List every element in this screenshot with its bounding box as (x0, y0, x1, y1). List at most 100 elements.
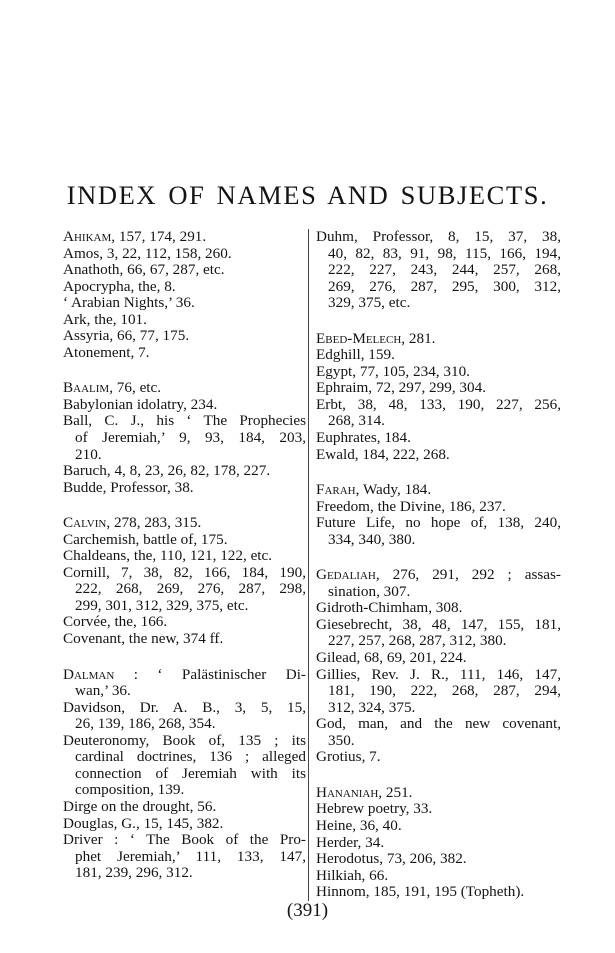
index-entry-line: Heine, 36, 40. (316, 817, 561, 835)
index-entry-line: Euphrates, 184. (316, 429, 561, 447)
index-entry: Atonement, 7. (63, 344, 306, 362)
index-entry-line: 26, 139, 186, 268, 354. (63, 715, 306, 733)
index-entry-line: Grotius, 7. (316, 749, 561, 766)
index-entry-line: 210. (63, 446, 306, 464)
index-entry: Douglas, G., 15, 145, 382. (63, 814, 306, 833)
index-entry-line: Dirge on the drought, 56. (63, 798, 306, 816)
index-entry-line: Freedom, the Divine, 186, 237. (316, 498, 561, 516)
index-entry-text: God, man, and the new covenant, (316, 715, 561, 733)
index-entry-text: Ewald, 184, 222, 268. (316, 445, 450, 463)
index-entry-text: Deuteronomy, Book of, 135 ; its (63, 731, 306, 749)
index-entry: Freedom, the Divine, 186, 237. (316, 498, 561, 516)
index-entry-line: Herder, 34. (316, 834, 561, 852)
index-entry-line: God, man, and the new covenant, (316, 715, 561, 733)
index-entry-line: Duhm, Professor, 8, 15, 37, 38, (316, 228, 561, 246)
index-entry: Gidroth-Chimham, 308. (316, 600, 561, 617)
index-entry: Baalim, 76, etc. (63, 380, 306, 397)
index-heading-word: Hananiah (316, 783, 379, 801)
index-entry-text: , 276, 291, 292 ; assas- (375, 566, 561, 584)
index-entry: Farah, Wady, 184. (316, 481, 561, 499)
index-entry-line: Driver : ‘ The Book of the Pro- (63, 831, 306, 849)
index-entry-text: 312, 324, 375. (328, 698, 416, 716)
index-entry-line: Dalman : ‘ Palästinischer Di- (63, 666, 306, 684)
index-heading-word: Ahikam (63, 228, 112, 245)
index-entry: Hananiah, 251. (316, 783, 561, 802)
index-entry-line: Future Life, no hope of, 138, 240, (316, 514, 561, 532)
index-entry-line: wan,’ 36. (63, 682, 306, 700)
index-heading-word: Baalim (63, 379, 110, 397)
index-entry-line: Ebed-Melech, 281. (316, 329, 561, 348)
index-entry-line: Gilead, 68, 69, 201, 224. (316, 649, 561, 667)
index-entry: Corvée, the, 166. (63, 614, 306, 631)
index-entry-text: 334, 340, 380. (328, 530, 416, 548)
index-entry-line: Carchemish, battle of, 175. (63, 531, 306, 549)
index-entry-text: , 278, 283, 315. (106, 514, 202, 532)
index-entry-line: Giesebrecht, 38, 48, 147, 155, 181, (316, 616, 561, 634)
index-entry-line: Anathoth, 66, 67, 287, etc. (63, 261, 306, 279)
index-entry: Ebed-Melech, 281. (316, 329, 561, 348)
index-entry: Ewald, 184, 222, 268. (316, 445, 561, 464)
index-entry-line: Gedaliah, 276, 291, 292 ; assas- (316, 567, 561, 584)
index-entry: Gillies, Rev. J. R., 111, 146, 147, 181, … (316, 666, 561, 717)
index-entry-text: Ark, the, 101. (63, 310, 147, 328)
index-entry: Duhm, Professor, 8, 15, 37, 38, 40, 82, 8… (316, 228, 561, 312)
index-entry-text: Amos, 3, 22, 112, 158, 260. (63, 244, 232, 262)
index-entry-text: ‘ Arabian Nights,’ 36. (63, 294, 195, 312)
index-entry: Assyria, 66, 77, 175. (63, 328, 306, 345)
index-entry: Dalman : ‘ Palästinischer Di-wan,’ 36. (63, 666, 306, 700)
index-entry-text: Douglas, G., 15, 145, 382. (63, 814, 224, 832)
index-letter-group: Dalman : ‘ Palästinischer Di-wan,’ 36. Da… (63, 666, 306, 882)
index-entry-line: Erbt, 38, 48, 133, 190, 227, 256, (316, 396, 561, 414)
index-entry-line: 268, 314. (316, 413, 561, 430)
index-entry: Euphrates, 184. (316, 429, 561, 447)
index-entry-line: Farah, Wady, 184. (316, 481, 561, 499)
index-entry-text: Babylonian idolatry, 234. (63, 395, 218, 413)
index-heading-word: Calvin (63, 514, 107, 532)
index-entry-line: 269, 276, 287, 295, 300, 312, (316, 277, 561, 296)
index-entry-text: Covenant, the new, 374 ff. (63, 630, 224, 648)
index-entry-text: Davidson, Dr. A. B., 3, 5, 15, (63, 698, 306, 716)
index-entry-line: connection of Jeremiah with its (63, 765, 306, 783)
index-entry-text: Corvée, the, 166. (63, 613, 168, 631)
index-entry-line: Calvin, 278, 283, 315. (63, 514, 306, 532)
index-letter-group: Calvin, 278, 283, 315. Carchemish, battle… (63, 514, 306, 648)
page-title: INDEX OF NAMES AND SUBJECTS. (66, 180, 549, 210)
index-entry-text: 329, 375, etc. (328, 294, 411, 312)
index-entry: Babylonian idolatry, 234. (63, 395, 306, 414)
index-entry-text: , 251. (378, 783, 413, 801)
index-entry-text: Edghill, 159. (316, 346, 395, 364)
index-entry: God, man, and the new covenant, 350. (316, 715, 561, 749)
index-entry: Cornill, 7, 38, 82, 166, 184, 190, 222, 2… (63, 564, 306, 615)
index-entry-line: sination, 307. (316, 582, 561, 601)
index-entry: ‘ Arabian Nights,’ 36. (63, 294, 306, 312)
index-entry-line: Apocrypha, the, 8. (63, 278, 306, 296)
index-entry-line: of Jeremiah,’ 9, 93, 184, 203, (63, 429, 306, 447)
index-entry-line: Covenant, the new, 374 ff. (63, 630, 306, 648)
index-entry-line: Amos, 3, 22, 112, 158, 260. (63, 244, 306, 263)
index-entry-text: 26, 139, 186, 268, 354. (75, 715, 216, 733)
index-entry-text: Budde, Professor, 38. (63, 478, 194, 496)
index-entry: Driver : ‘ The Book of the Pro-phet Jere… (63, 831, 306, 882)
index-entry: Ark, the, 101. (63, 310, 306, 329)
index-entry-text: 268, 314. (328, 412, 385, 430)
index-entry-text: 269, 276, 287, 295, 300, 312, (328, 277, 561, 295)
index-entry: Ball, C. J., his ‘ The Prophecies of Jere… (63, 413, 306, 463)
index-entry-text: Gilead, 68, 69, 201, 224. (316, 649, 467, 667)
index-entry: Deuteronomy, Book of, 135 ; its cardinal … (63, 731, 306, 799)
index-entry-text: Driver : ‘ The Book of the Pro- (63, 831, 306, 849)
index-entry-text: , 281. (401, 329, 436, 347)
index-entry-text: composition, 139. (75, 781, 185, 799)
index-entry: Grotius, 7. (316, 749, 561, 766)
index-entry-text: sination, 307. (328, 582, 411, 600)
index-entry-line: Egypt, 77, 105, 234, 310. (316, 362, 561, 381)
index-entry-line: Atonement, 7. (63, 344, 306, 362)
index-entry: Giesebrecht, 38, 48, 147, 155, 181, 227, … (316, 616, 561, 650)
index-entry-text: Anathoth, 66, 67, 287, etc. (63, 261, 225, 279)
index-entry-line: Douglas, G., 15, 145, 382. (63, 814, 306, 833)
index-entry-text: Hilkiah, 66. (316, 866, 389, 884)
index-entry-line: 334, 340, 380. (316, 530, 561, 549)
index-entry-text: Egypt, 77, 105, 234, 310. (316, 362, 470, 380)
index-entry-line: Deuteronomy, Book of, 135 ; its (63, 731, 306, 750)
index-entry-line: composition, 139. (63, 782, 306, 799)
index-entry-line: Baruch, 4, 8, 23, 26, 82, 178, 227. (63, 462, 306, 480)
